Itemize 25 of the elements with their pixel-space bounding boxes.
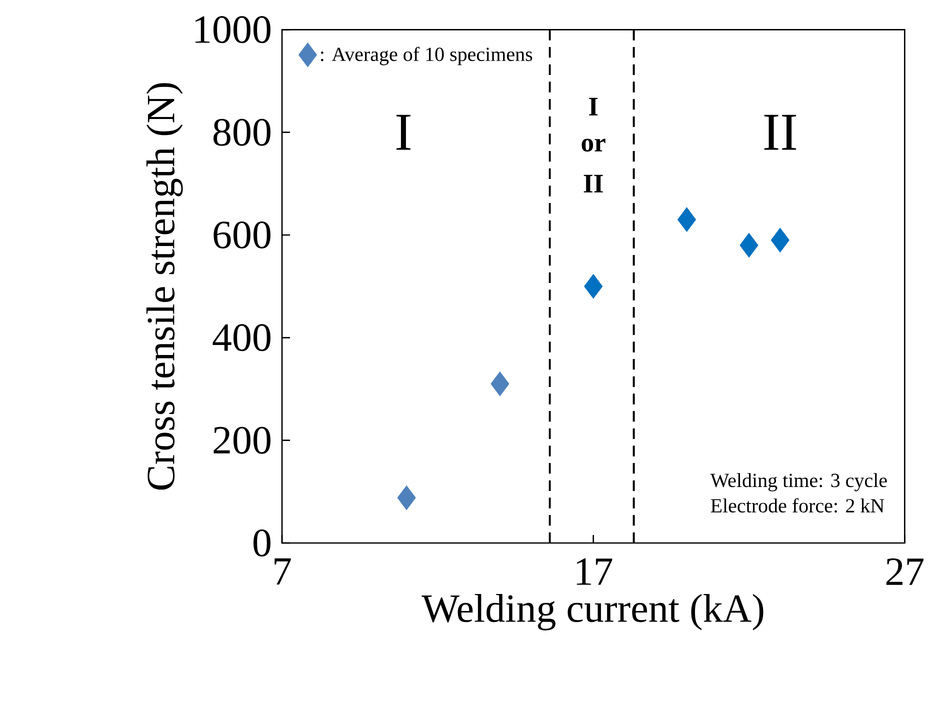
x-tick-label: 7	[274, 558, 291, 585]
legend-label: : Average of 10 specimens	[320, 46, 532, 66]
x-axis-title: Welding current (kA)	[422, 594, 764, 630]
x-tick-label: 17	[576, 558, 612, 585]
annotation: Welding time: 3 cycle	[710, 473, 887, 492]
y-tick-label: 600	[214, 221, 270, 248]
point	[770, 228, 790, 252]
annotation: or	[582, 138, 606, 152]
point	[490, 372, 510, 396]
annotation: II	[584, 174, 603, 192]
y-tick-label: 400	[212, 324, 270, 352]
annotation: Electrode force: 2 kN	[710, 498, 884, 513]
annotation: I	[396, 114, 410, 150]
point	[740, 232, 758, 258]
x-tick-label: 27	[886, 558, 924, 585]
y-axis-title: Cross tensile strength (N)	[146, 83, 183, 490]
point	[677, 207, 696, 232]
y-tick-label: 0	[253, 529, 270, 556]
y-tick-label: 800	[213, 118, 270, 146]
point	[397, 486, 416, 510]
y-tick-label: 1000	[195, 16, 270, 44]
annotation: I	[589, 98, 598, 116]
point	[584, 274, 603, 299]
annotation: II	[764, 114, 796, 150]
y-tick-label: 200	[214, 426, 270, 454]
